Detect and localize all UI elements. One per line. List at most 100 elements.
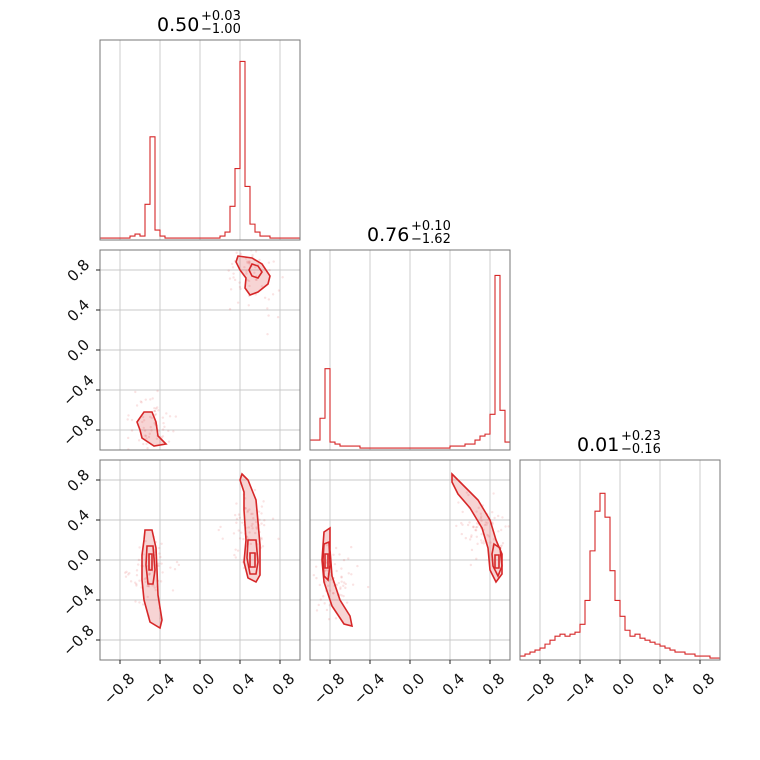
scatter-point: [136, 563, 140, 566]
scatter-point: [328, 603, 332, 607]
scatter-point: [240, 531, 243, 534]
scatter-point: [257, 510, 261, 513]
scatter-point: [163, 425, 166, 429]
scatter-point: [138, 546, 141, 549]
panel-title-plus-1: +0.10: [411, 219, 451, 234]
y-tick-label: 0.8: [64, 466, 94, 496]
scatter-point: [134, 600, 137, 603]
scatter-point: [479, 539, 483, 542]
scatter-point: [457, 501, 460, 504]
scatter-point: [228, 277, 232, 280]
panel-2-0: [96, 459, 301, 664]
scatter-point: [317, 603, 320, 607]
scatter-point: [256, 244, 258, 246]
scatter-point: [468, 538, 472, 541]
scatter-point: [232, 532, 236, 535]
scatter-point: [342, 584, 345, 588]
panel-2-2: [519, 459, 721, 664]
scatter-point: [241, 521, 244, 524]
scatter-point: [134, 581, 137, 584]
scatter-point: [151, 584, 154, 587]
scatter-point: [267, 261, 271, 264]
scatter-point: [475, 522, 479, 525]
contour-2-0-0: [141, 529, 163, 630]
scatter-point: [159, 580, 163, 583]
scatter-point: [144, 398, 147, 401]
scatter-point: [464, 536, 468, 540]
scatter-point: [148, 432, 151, 436]
panel-0-0: [99, 39, 301, 241]
scatter-point: [340, 567, 343, 570]
scatter-point: [254, 266, 257, 269]
scatter-point: [475, 535, 479, 539]
scatter-point: [247, 526, 251, 529]
scatter-point: [238, 516, 242, 520]
scatter-point: [319, 598, 322, 601]
x-tick-label: 0.8: [479, 670, 509, 700]
scatter-point: [155, 437, 159, 440]
scatter-point: [245, 272, 248, 275]
panel-content-1-0: [126, 244, 284, 465]
scatter-point: [263, 296, 267, 299]
contour-2-1-4: [491, 542, 503, 578]
scatter-point: [245, 270, 248, 273]
scatter-point: [131, 463, 133, 465]
scatter-point: [482, 540, 485, 543]
scatter-point: [312, 573, 316, 577]
scatter-point: [271, 517, 275, 520]
scatter-point: [248, 284, 251, 288]
panel-2-1: [304, 459, 511, 664]
scatter-point: [322, 595, 325, 598]
x-tick-label: 0.0: [609, 670, 639, 700]
scatter-point: [236, 301, 240, 304]
scatter-point: [246, 278, 249, 282]
scatter-point: [165, 412, 168, 415]
scatter-point: [325, 608, 329, 612]
scatter-point: [143, 578, 146, 581]
scatter-point: [141, 420, 144, 424]
panel-frame-1-1: [309, 249, 511, 451]
scatter-point: [493, 516, 496, 520]
scatter-point: [243, 246, 245, 248]
scatter-point: [253, 247, 255, 249]
scatter-point: [340, 580, 343, 583]
scatter-point: [243, 265, 246, 269]
scatter-point: [153, 409, 156, 413]
scatter-point: [255, 278, 258, 282]
scatter-point: [171, 589, 175, 592]
scatter-point: [135, 404, 139, 407]
scatter-point: [260, 285, 264, 288]
scatter-point: [137, 558, 141, 562]
scatter-point: [304, 597, 306, 599]
scatter-point: [266, 332, 269, 336]
scatter-point: [135, 584, 138, 587]
y-tick-label: 0.0: [64, 336, 94, 366]
y-tick-label: 0.8: [64, 256, 94, 286]
scatter-point: [153, 409, 157, 413]
scatter-point: [468, 521, 471, 524]
scatter-point: [158, 552, 161, 555]
scatter-point: [153, 422, 156, 425]
scatter-point: [151, 570, 155, 573]
scatter-point: [162, 421, 165, 425]
scatter-point: [138, 579, 141, 582]
scatter-point: [339, 586, 342, 589]
scatter-point: [479, 512, 483, 515]
x-tick-label: −0.4: [140, 670, 178, 708]
scatter-point: [332, 591, 335, 595]
scatter-point: [476, 542, 479, 546]
scatter-point: [237, 529, 240, 532]
scatter-point: [484, 521, 487, 524]
scatter-point: [161, 435, 165, 438]
scatter-point: [154, 407, 158, 410]
scatter-point: [147, 573, 151, 577]
scatter-point: [486, 533, 489, 537]
scatter-point: [277, 537, 280, 541]
scatter-point: [332, 592, 335, 595]
y-tick-label: −0.8: [59, 411, 97, 449]
scatter-point: [455, 524, 458, 528]
scatter-point: [254, 244, 256, 246]
scatter-point: [235, 517, 239, 521]
scatter-point: [154, 413, 158, 416]
scatter-point: [255, 526, 258, 529]
